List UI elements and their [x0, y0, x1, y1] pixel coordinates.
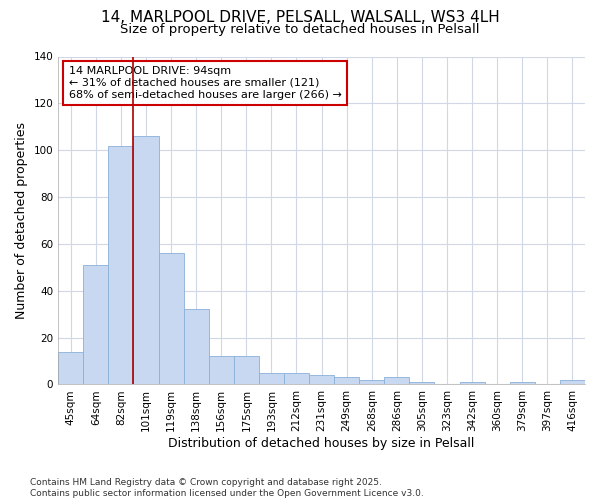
Text: Size of property relative to detached houses in Pelsall: Size of property relative to detached ho… — [120, 22, 480, 36]
Bar — [309, 375, 334, 384]
Bar — [560, 380, 585, 384]
Bar — [234, 356, 259, 384]
Text: 14 MARLPOOL DRIVE: 94sqm
← 31% of detached houses are smaller (121)
68% of semi-: 14 MARLPOOL DRIVE: 94sqm ← 31% of detach… — [69, 66, 341, 100]
Y-axis label: Number of detached properties: Number of detached properties — [15, 122, 28, 319]
Text: 14, MARLPOOL DRIVE, PELSALL, WALSALL, WS3 4LH: 14, MARLPOOL DRIVE, PELSALL, WALSALL, WS… — [101, 10, 499, 25]
Bar — [209, 356, 234, 384]
Bar — [385, 378, 409, 384]
Text: Contains HM Land Registry data © Crown copyright and database right 2025.
Contai: Contains HM Land Registry data © Crown c… — [30, 478, 424, 498]
Bar — [460, 382, 485, 384]
Bar — [284, 372, 309, 384]
Bar — [58, 352, 83, 384]
Bar — [510, 382, 535, 384]
Bar — [409, 382, 434, 384]
Bar — [184, 310, 209, 384]
Bar — [133, 136, 158, 384]
Bar — [259, 372, 284, 384]
Bar — [334, 378, 359, 384]
X-axis label: Distribution of detached houses by size in Pelsall: Distribution of detached houses by size … — [169, 437, 475, 450]
Bar — [158, 254, 184, 384]
Bar — [83, 265, 109, 384]
Bar — [109, 146, 133, 384]
Bar — [359, 380, 385, 384]
